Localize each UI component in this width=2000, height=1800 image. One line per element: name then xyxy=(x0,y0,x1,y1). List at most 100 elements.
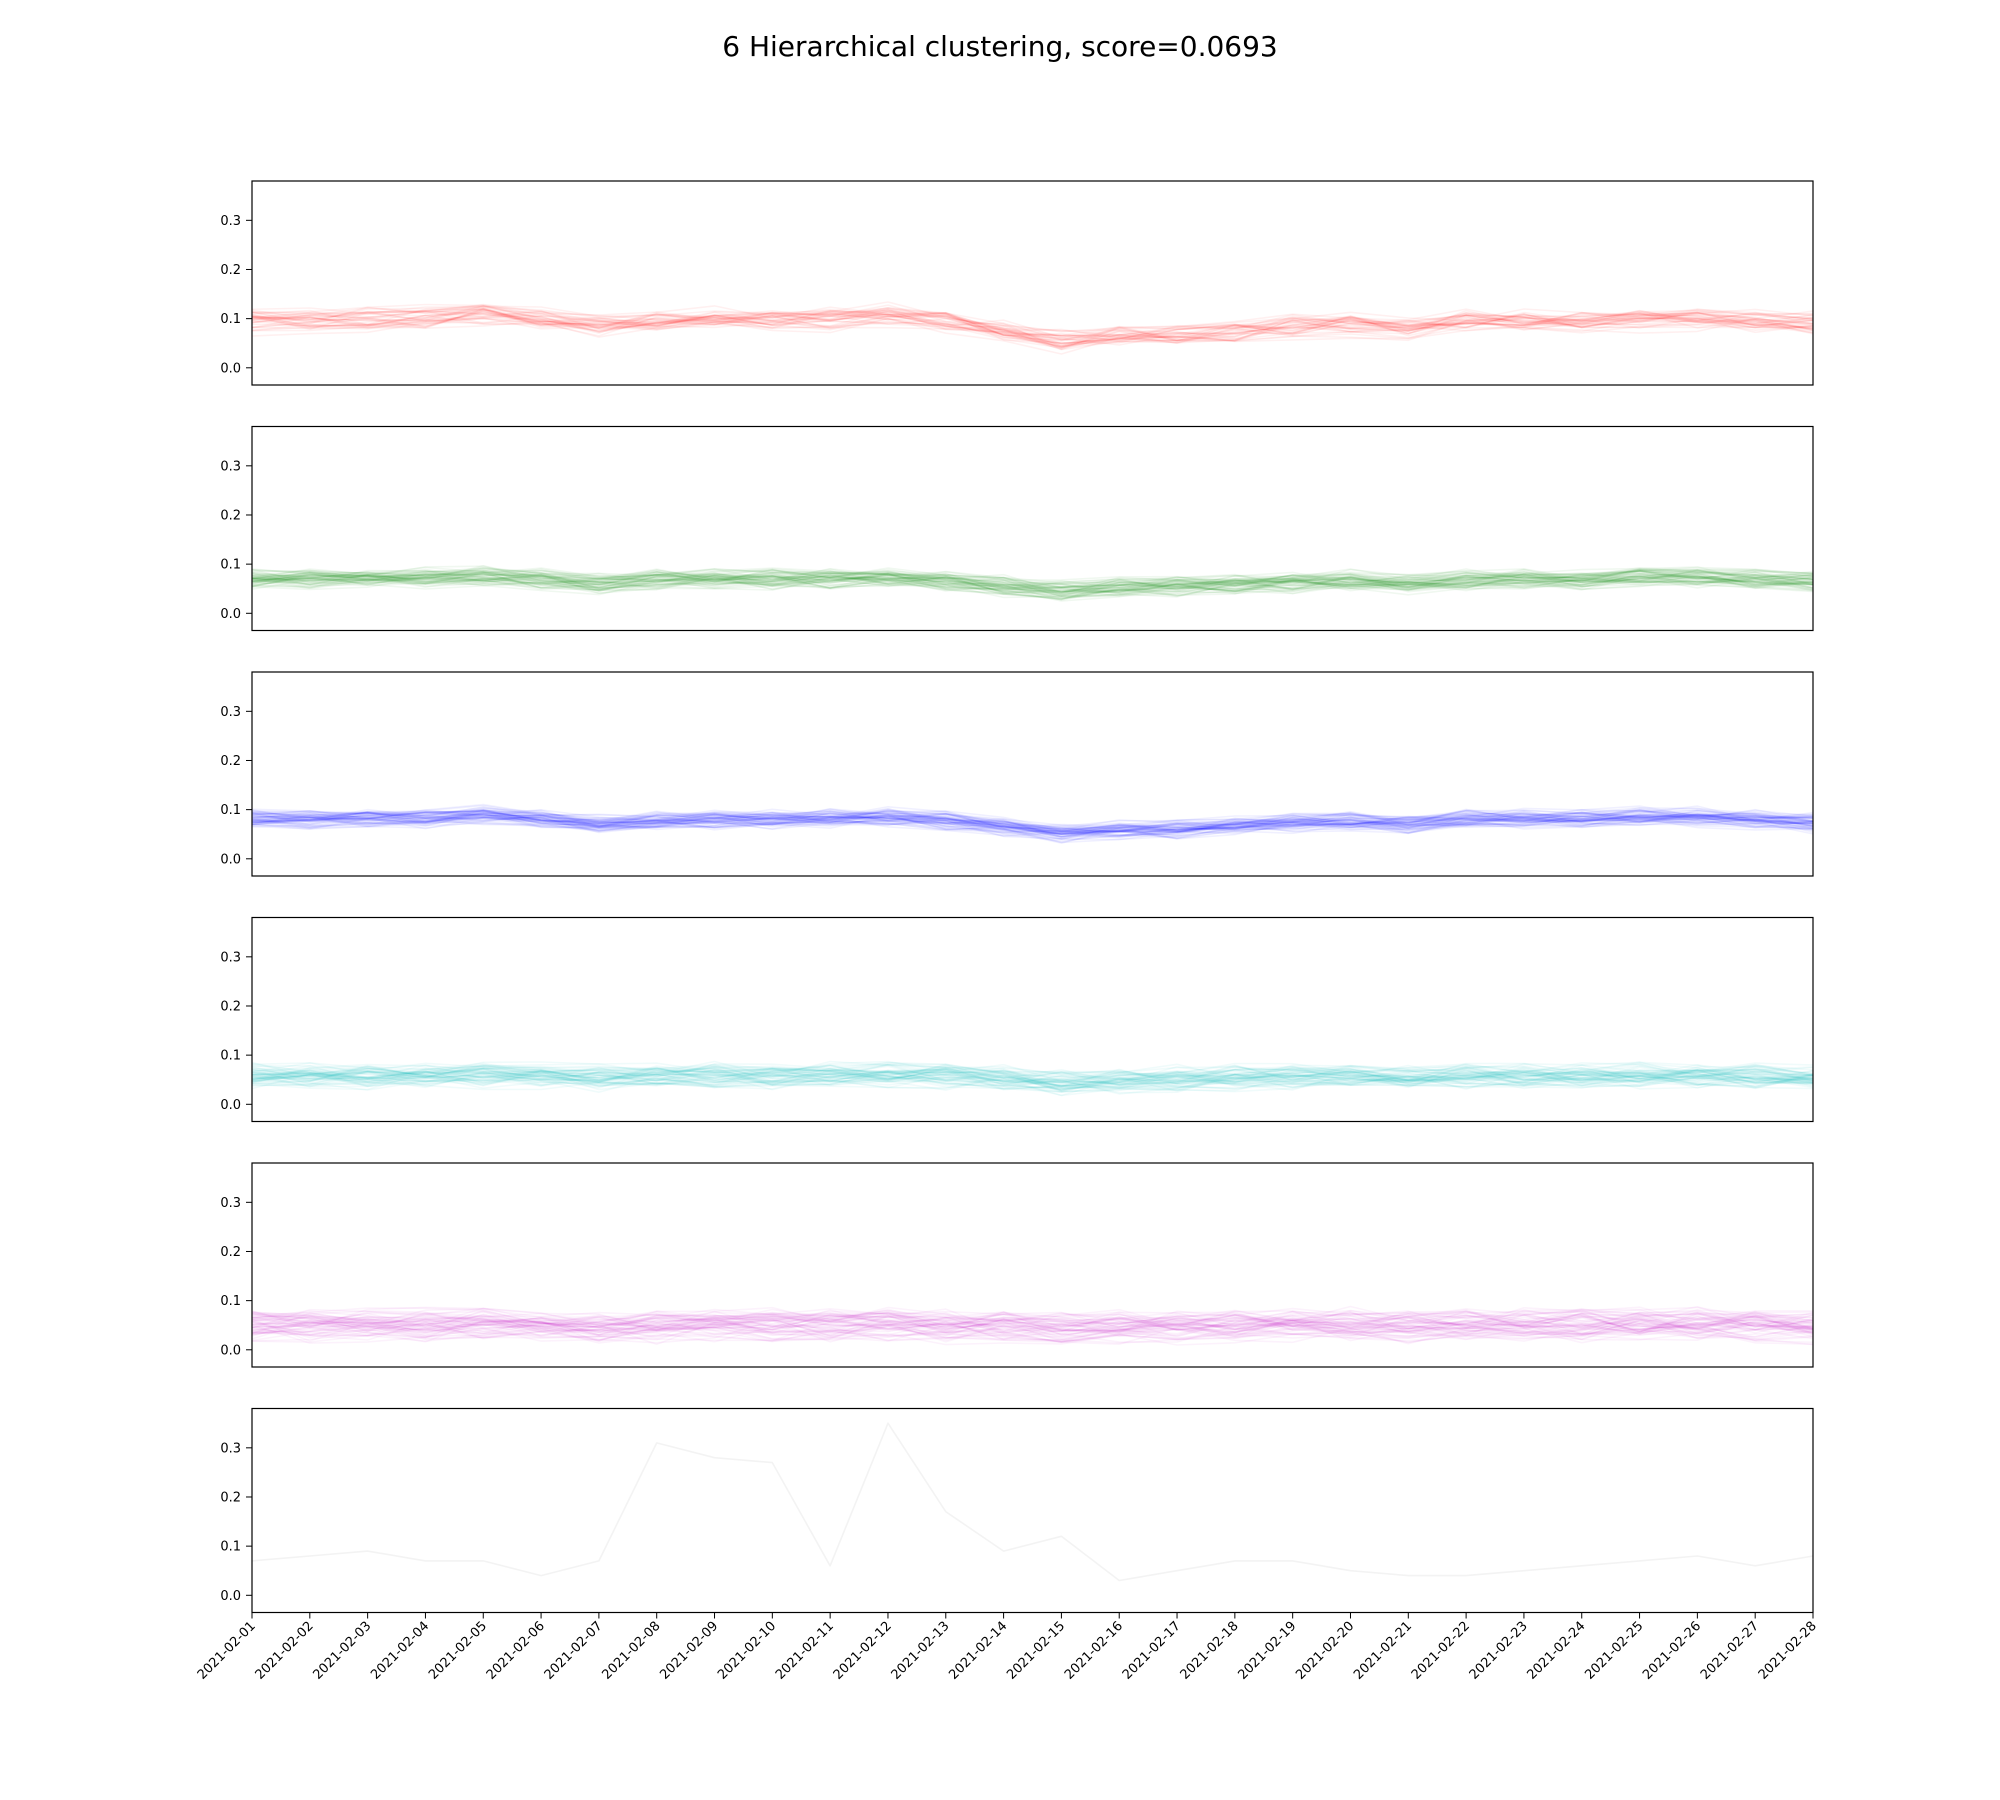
series-line xyxy=(252,572,1813,591)
series-line xyxy=(252,807,1813,832)
series-line xyxy=(252,1063,1813,1088)
series-line xyxy=(252,814,1813,838)
series-line xyxy=(252,569,1813,589)
series-line xyxy=(252,568,1813,593)
series-line xyxy=(252,811,1813,838)
series-line xyxy=(252,309,1813,337)
series-line xyxy=(252,307,1813,345)
series-line xyxy=(252,807,1813,833)
series-line xyxy=(252,1069,1813,1092)
series-line xyxy=(252,809,1813,833)
series-line xyxy=(252,310,1813,345)
series-line xyxy=(252,810,1813,839)
x-tick-label: 2021-02-23 xyxy=(1467,1619,1531,1683)
series-line xyxy=(252,306,1813,349)
series-line xyxy=(252,811,1813,835)
series-line xyxy=(252,1060,1813,1085)
series-line xyxy=(252,815,1813,840)
series-line xyxy=(252,812,1813,835)
series-line xyxy=(252,566,1813,589)
series-line xyxy=(252,814,1813,840)
series-line xyxy=(252,317,1813,355)
x-tick-label: 2021-02-11 xyxy=(773,1619,837,1683)
series-line xyxy=(252,308,1813,344)
series-line xyxy=(252,305,1813,339)
series-line xyxy=(252,1312,1813,1337)
series-lines xyxy=(252,565,1813,602)
series-line xyxy=(252,1061,1813,1082)
series-line xyxy=(252,1310,1813,1335)
series-line xyxy=(252,573,1813,600)
series-line xyxy=(252,1061,1813,1084)
x-tick-label: 2021-02-22 xyxy=(1409,1619,1473,1683)
series-line xyxy=(252,808,1813,833)
series-line xyxy=(252,815,1813,838)
series-line xyxy=(252,1069,1813,1090)
series-line xyxy=(252,803,1813,834)
series-line xyxy=(252,1308,1813,1331)
axes-frame xyxy=(251,425,1814,632)
series-line xyxy=(252,567,1813,594)
x-tick-label: 2021-02-25 xyxy=(1582,1619,1646,1683)
series-line xyxy=(252,574,1813,597)
series-line xyxy=(252,568,1813,591)
x-tick-label: 2021-02-07 xyxy=(542,1619,606,1683)
series-line xyxy=(252,567,1813,596)
series-line xyxy=(252,567,1813,589)
series-line xyxy=(252,565,1813,594)
series-line xyxy=(252,575,1813,596)
series-line xyxy=(252,1319,1813,1345)
series-line xyxy=(252,1312,1813,1336)
series-line xyxy=(252,1067,1813,1092)
series-line xyxy=(252,572,1813,601)
series-line xyxy=(252,1068,1813,1093)
series-line xyxy=(252,1069,1813,1088)
series-line xyxy=(252,1318,1813,1343)
series-line xyxy=(252,572,1813,593)
series-line xyxy=(252,571,1813,596)
y-tick-label: 0.2 xyxy=(220,754,241,769)
series-line xyxy=(252,1310,1813,1335)
axes-frame xyxy=(251,1162,1814,1368)
series-line xyxy=(252,1320,1813,1344)
series-line xyxy=(252,1314,1813,1340)
series-line xyxy=(252,1312,1813,1336)
series-line xyxy=(252,810,1813,834)
series-line xyxy=(252,1315,1813,1337)
series-line xyxy=(252,1310,1813,1332)
x-tick-label: 2021-02-04 xyxy=(368,1619,432,1683)
y-tick-label: 0.2 xyxy=(220,1245,241,1260)
subplot-5: 0.0 0.1 0.2 0.3 xyxy=(220,1162,1814,1368)
series-line xyxy=(252,1066,1813,1086)
x-tick-label: 2021-02-02 xyxy=(253,1619,317,1683)
series-line xyxy=(252,1071,1813,1094)
series-line xyxy=(252,813,1813,837)
y-tick-label: 0.3 xyxy=(220,950,241,965)
series-line xyxy=(252,1073,1813,1095)
x-tick-label: 2021-02-08 xyxy=(599,1619,663,1683)
series-line xyxy=(252,308,1813,347)
series-line xyxy=(252,1308,1813,1333)
series-line xyxy=(252,311,1813,346)
series-line xyxy=(252,1310,1813,1333)
series-line xyxy=(252,1310,1813,1334)
series-line xyxy=(252,570,1813,588)
series-line xyxy=(252,1319,1813,1341)
series-line xyxy=(252,575,1813,599)
series-line xyxy=(252,571,1813,595)
series-line xyxy=(252,808,1813,836)
series-lines xyxy=(252,301,1813,355)
series-line xyxy=(252,307,1813,344)
y-tick-label: 0.0 xyxy=(220,1343,241,1358)
x-tick-label: 2021-02-01 xyxy=(195,1619,259,1683)
series-line xyxy=(252,816,1813,840)
series-line xyxy=(252,812,1813,834)
series-line xyxy=(252,1070,1813,1091)
y-tick-label: 0.3 xyxy=(220,1196,241,1211)
series-line xyxy=(252,1308,1813,1333)
series-line xyxy=(252,566,1813,589)
series-line xyxy=(252,570,1813,597)
series-line xyxy=(252,809,1813,834)
series-line xyxy=(252,808,1813,837)
series-line xyxy=(252,1068,1813,1087)
